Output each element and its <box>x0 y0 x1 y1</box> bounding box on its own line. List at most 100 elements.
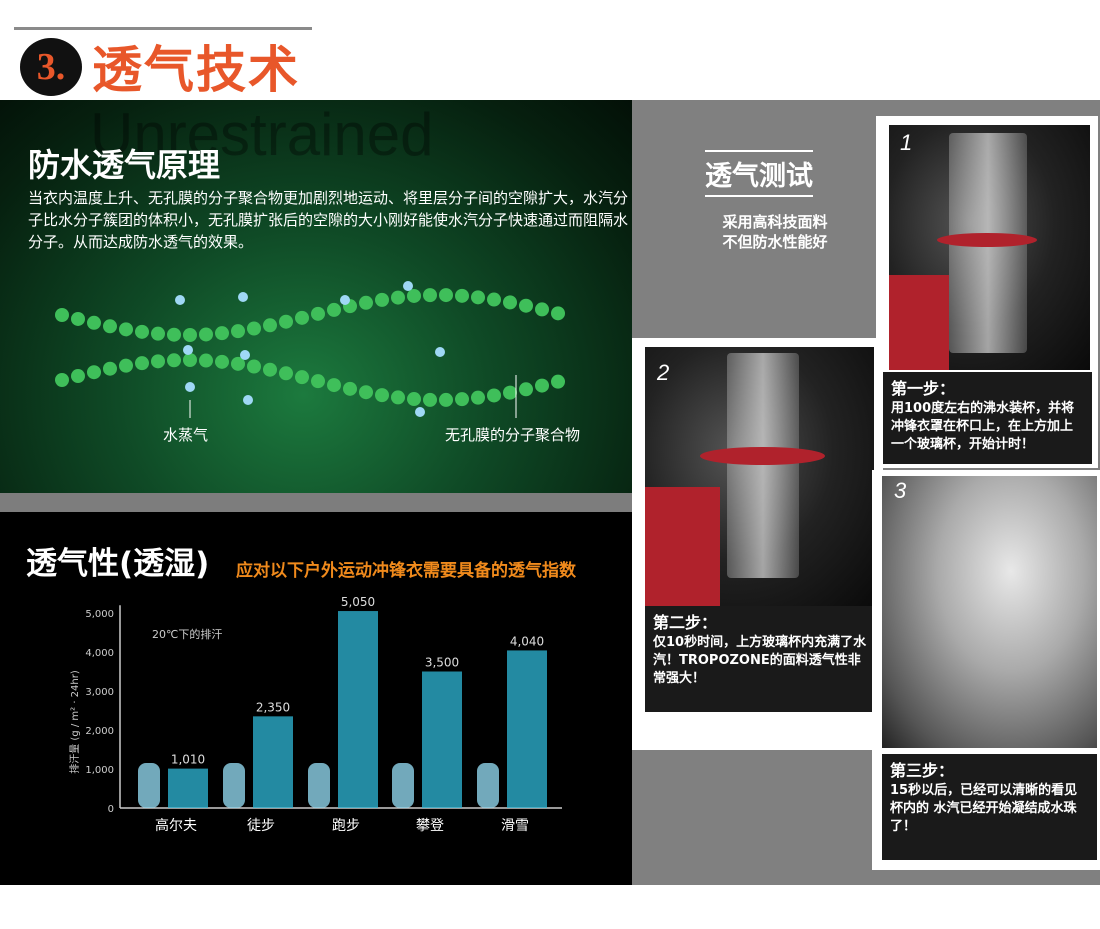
step-heading-1: 第一步： <box>891 379 956 398</box>
molecule <box>535 378 549 393</box>
molecule <box>519 298 533 313</box>
step-text-3: 15秒以后，已经可以清晰的看见杯内的 水汽已经开始凝结成水珠了！ <box>890 783 1078 834</box>
step-card-1: 1 第一步： 用100度左右的沸水装杯，并将冲锋衣罩在杯口上，在上方加上一个玻璃… <box>876 116 1098 468</box>
test-subtitle-line1: 采用高科技面料 <box>722 213 828 231</box>
water-droplet <box>243 395 253 405</box>
principle-panel <box>0 100 632 493</box>
step-text-1: 用100度左右的沸水装杯，并将冲锋衣罩在杯口上，在上方加上一个玻璃杯，开始计时！ <box>891 401 1075 452</box>
athlete-icon <box>392 763 414 808</box>
breathability-panel: 0 1,000 2,000 3,000 4,000 5,000 排汗量 (g / m² · … <box>0 512 632 885</box>
molecule <box>231 356 245 371</box>
water-droplet <box>340 295 350 305</box>
category-label: 滑雪 <box>501 817 529 834</box>
molecule <box>359 385 373 400</box>
molecule <box>327 302 341 317</box>
molecule <box>311 374 325 389</box>
y-tick-label: 4,000 <box>85 648 114 659</box>
molecule <box>103 361 117 376</box>
molecule <box>455 288 469 303</box>
molecule <box>231 324 245 339</box>
molecule <box>135 356 149 371</box>
y-tick-label: 2,000 <box>85 726 114 737</box>
step-heading-3: 第三步： <box>890 761 955 780</box>
polymer-label: 无孔膜的分子聚合物 <box>445 426 581 444</box>
water-droplet <box>415 407 425 417</box>
principle-title: 防水透气原理 <box>28 146 221 184</box>
molecule <box>135 324 149 339</box>
molecule <box>375 292 389 307</box>
molecule <box>359 295 373 310</box>
step-caption-1: 第一步： 用100度左右的沸水装杯，并将冲锋衣罩在杯口上，在上方加上一个玻璃杯，… <box>883 372 1092 464</box>
molecule <box>55 373 69 387</box>
molecule <box>439 288 453 303</box>
y-tick-label: 3,000 <box>85 687 114 698</box>
breathability-title: 透气性(透湿) <box>26 546 210 582</box>
molecule <box>391 390 405 405</box>
molecule <box>375 388 389 403</box>
bar-value-label: 3,500 <box>425 656 459 670</box>
molecule <box>535 302 549 317</box>
molecule <box>407 392 421 407</box>
step-photo-1 <box>889 125 1090 370</box>
molecule <box>279 314 293 329</box>
section-title: 透气技术 <box>92 40 300 99</box>
molecule <box>71 311 85 326</box>
bar-value-label: 2,350 <box>256 700 290 714</box>
athlete-icon <box>308 763 330 808</box>
molecule <box>295 310 309 325</box>
step-heading-2: 第二步： <box>653 613 718 632</box>
molecule <box>167 353 181 368</box>
chart-annotation: 20℃下的排汗 <box>152 627 222 641</box>
molecule <box>471 290 485 305</box>
molecule <box>87 365 101 380</box>
molecule <box>455 392 469 407</box>
water-droplet <box>435 347 445 357</box>
water-droplet <box>183 345 193 355</box>
molecule <box>55 308 69 322</box>
molecule <box>279 366 293 381</box>
molecule <box>551 374 565 389</box>
step-number-3: 3 <box>894 478 907 503</box>
molecule <box>103 319 117 334</box>
water-droplet <box>185 382 195 392</box>
category-label: 高尔夫 <box>155 817 197 834</box>
molecule <box>327 378 341 393</box>
category-label: 跑步 <box>332 818 360 834</box>
molecule <box>519 382 533 397</box>
step-number-2: 2 <box>657 360 670 385</box>
test-title: 透气测试 <box>705 150 813 197</box>
bar-value-label: 1,010 <box>171 753 205 767</box>
section-number-badge: 3. <box>20 38 82 96</box>
molecule <box>263 362 277 377</box>
molecule <box>487 292 501 307</box>
y-tick-label: 5,000 <box>85 609 114 620</box>
bar <box>338 611 378 808</box>
molecule <box>503 385 517 400</box>
molecule-diagram <box>55 281 565 418</box>
step-photo-3 <box>882 476 1097 748</box>
bar-value-label: 5,050 <box>341 595 375 609</box>
molecule <box>423 392 437 407</box>
molecule <box>151 354 165 369</box>
breathability-subtitle: 应对以下户外运动冲锋衣需要具备的透气指数 <box>236 561 576 581</box>
y-tick-label: 1,000 <box>85 765 114 776</box>
principle-description: 当衣内温度上升、无孔膜的分子聚合物更加剧烈地运动、将里层分子间的空隙扩大，水汽分… <box>28 189 629 251</box>
test-subtitle: 采用高科技面料 不但防水性能好 <box>700 212 850 252</box>
header-rule <box>14 27 312 30</box>
molecule <box>183 353 197 368</box>
molecule <box>151 326 165 341</box>
water-droplet <box>240 350 250 360</box>
water-droplet <box>403 281 413 291</box>
molecule <box>247 359 261 374</box>
water-droplet <box>175 295 185 305</box>
bar-value-label: 4,040 <box>510 634 544 648</box>
molecule <box>183 327 197 342</box>
molecule <box>87 315 101 330</box>
watermark-text: Unrestrained <box>90 101 434 168</box>
water-droplet <box>238 292 248 302</box>
molecule <box>487 388 501 403</box>
y-axis-label: 排汗量 (g / m² · 24hr) <box>68 670 81 774</box>
molecule <box>199 353 213 368</box>
step-caption-2: 第二步： 仅10秒时间，上方玻璃杯内充满了水汽！TROPOZONE的面料透气性非… <box>645 606 877 712</box>
breathability-chart: 0 1,000 2,000 3,000 4,000 5,000 排汗量 (g / m² · … <box>68 595 562 834</box>
